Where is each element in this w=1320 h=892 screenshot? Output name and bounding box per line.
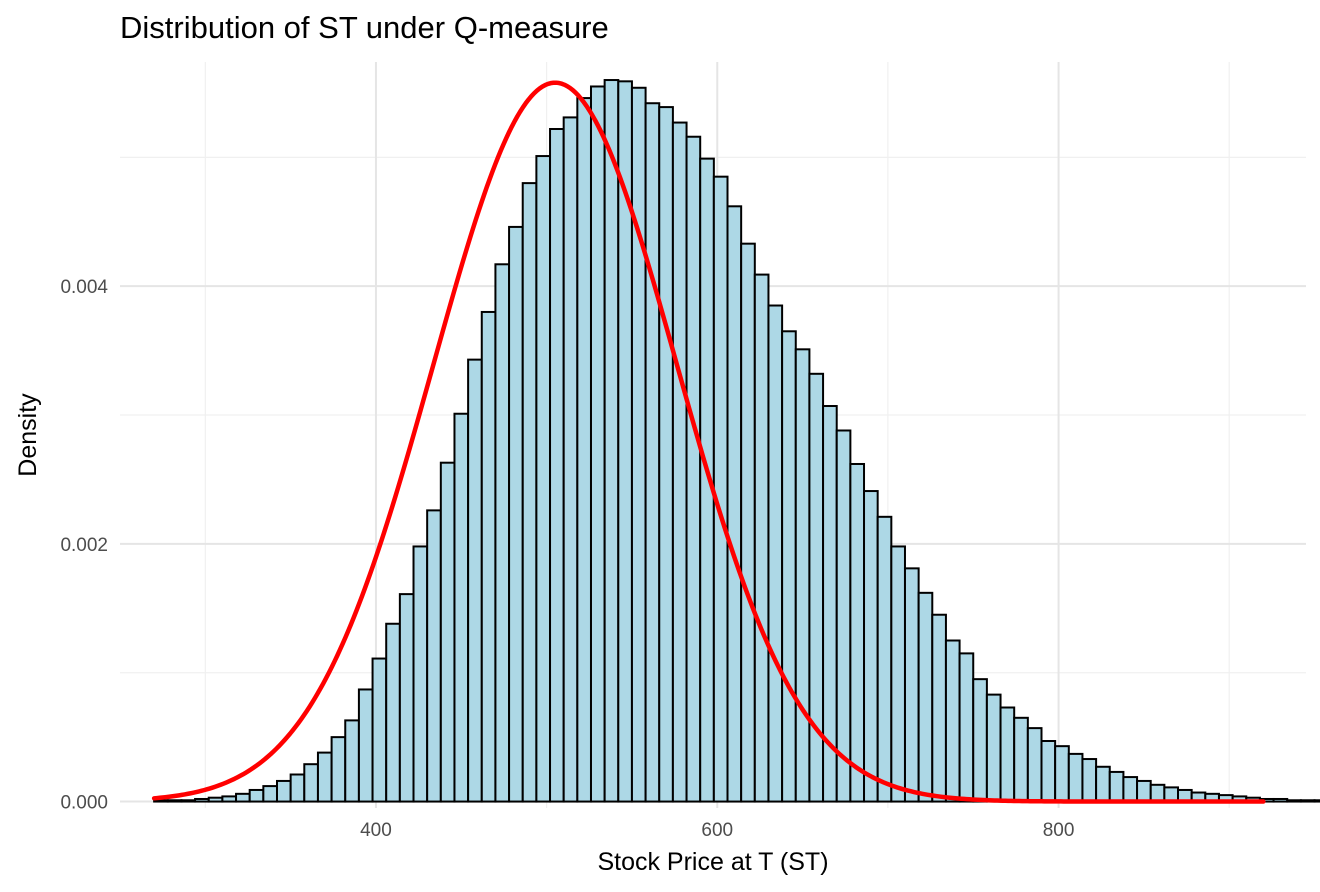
histogram-bar bbox=[740, 242, 756, 803]
histogram-bar bbox=[153, 799, 169, 803]
histogram-bar bbox=[903, 567, 920, 803]
histogram-bar bbox=[180, 799, 197, 803]
density-curve bbox=[151, 80, 1266, 804]
histogram-bar bbox=[303, 763, 319, 803]
histogram-bar bbox=[890, 545, 906, 803]
histogram-bar bbox=[535, 155, 552, 803]
histogram-bar bbox=[1313, 799, 1320, 803]
histogram-bar bbox=[275, 779, 292, 803]
histogram-bar bbox=[644, 102, 661, 803]
histogram-bar bbox=[371, 657, 388, 803]
histogram-bar bbox=[207, 796, 224, 803]
density-curve-layer bbox=[151, 80, 1266, 804]
histogram-bars bbox=[153, 79, 1320, 803]
y-tick-label: 0.004 bbox=[60, 277, 108, 298]
histogram-bar bbox=[508, 225, 524, 803]
histogram-bar bbox=[985, 693, 1002, 803]
histogram-bar bbox=[357, 688, 374, 803]
histogram-bar bbox=[494, 263, 511, 803]
histogram-bar bbox=[1286, 799, 1302, 803]
x-tick-label: 600 bbox=[701, 820, 733, 841]
y-tick-label: 0.000 bbox=[60, 793, 108, 814]
histogram-bar bbox=[562, 116, 579, 803]
histogram-bar bbox=[398, 593, 415, 803]
histogram-bar bbox=[248, 788, 265, 803]
histogram-bar bbox=[1095, 765, 1111, 803]
histogram-bar bbox=[999, 706, 1016, 803]
histogram-bar bbox=[726, 205, 743, 803]
histogram-bar bbox=[235, 792, 251, 803]
histogram-bar bbox=[849, 462, 866, 803]
histogram-bar bbox=[289, 773, 306, 803]
histogram-bar bbox=[439, 461, 456, 803]
y-axis-label: Density bbox=[14, 393, 42, 477]
histogram-bar bbox=[1272, 797, 1289, 803]
histogram-bar bbox=[1067, 752, 1084, 803]
histogram-bar bbox=[1013, 716, 1029, 803]
histogram-bar bbox=[753, 273, 770, 803]
histogram-bar bbox=[1054, 745, 1070, 803]
histogram-bar bbox=[385, 622, 401, 803]
histogram-bar bbox=[876, 515, 893, 803]
histogram-bar bbox=[521, 182, 538, 803]
histogram-bar bbox=[330, 736, 347, 803]
histogram-bar bbox=[576, 97, 592, 803]
y-axis-ticks: 0.000 0.002 0.004 bbox=[60, 277, 108, 813]
histogram-bar bbox=[1149, 783, 1166, 803]
histogram-bar bbox=[589, 85, 606, 803]
histogram-bar bbox=[480, 310, 497, 803]
histogram-bar bbox=[549, 127, 565, 803]
histogram-bar bbox=[794, 348, 811, 803]
chart-title: Distribution of ST under Q-measure bbox=[120, 10, 609, 45]
histogram-bar bbox=[412, 545, 429, 803]
histogram-bar bbox=[917, 591, 934, 803]
histogram-bar bbox=[1108, 770, 1125, 803]
histogram-bar bbox=[221, 795, 238, 803]
histogram-bar bbox=[658, 106, 674, 803]
histogram-bar bbox=[944, 639, 961, 803]
histogram-bar bbox=[453, 412, 470, 803]
histogram-bar bbox=[671, 121, 688, 803]
histogram-bar bbox=[426, 509, 442, 803]
histogram-bar bbox=[344, 719, 360, 803]
histogram-bar bbox=[835, 429, 852, 803]
x-tick-label: 400 bbox=[360, 820, 392, 841]
histogram-bar bbox=[685, 135, 702, 803]
histogram-bar bbox=[958, 652, 975, 803]
histogram-bar bbox=[712, 175, 729, 803]
histogram-bar bbox=[316, 751, 333, 803]
histogram-bar bbox=[1081, 758, 1098, 803]
histogram-bar bbox=[1136, 779, 1152, 803]
histogram-bar bbox=[781, 330, 797, 803]
histogram-bar bbox=[1026, 727, 1043, 803]
x-axis-label: Stock Price at T (ST) bbox=[597, 848, 828, 876]
histogram-bar bbox=[262, 785, 278, 803]
y-tick-label: 0.002 bbox=[60, 535, 108, 556]
histogram-bar bbox=[603, 79, 620, 803]
histogram-bar bbox=[972, 678, 988, 803]
histogram-bar bbox=[1040, 740, 1057, 803]
histogram-bar bbox=[767, 304, 784, 803]
histogram-bar bbox=[467, 358, 483, 803]
histogram-bar bbox=[863, 490, 879, 803]
histogram-bar bbox=[630, 86, 647, 803]
x-tick-label: 800 bbox=[1043, 820, 1075, 841]
histogram-bar bbox=[1122, 776, 1139, 803]
histogram-bar bbox=[194, 797, 210, 803]
x-axis-ticks: 400 600 800 bbox=[360, 820, 1074, 841]
histogram-bar bbox=[1299, 799, 1316, 803]
histogram-bar bbox=[166, 799, 183, 803]
histogram-bar bbox=[931, 613, 947, 803]
